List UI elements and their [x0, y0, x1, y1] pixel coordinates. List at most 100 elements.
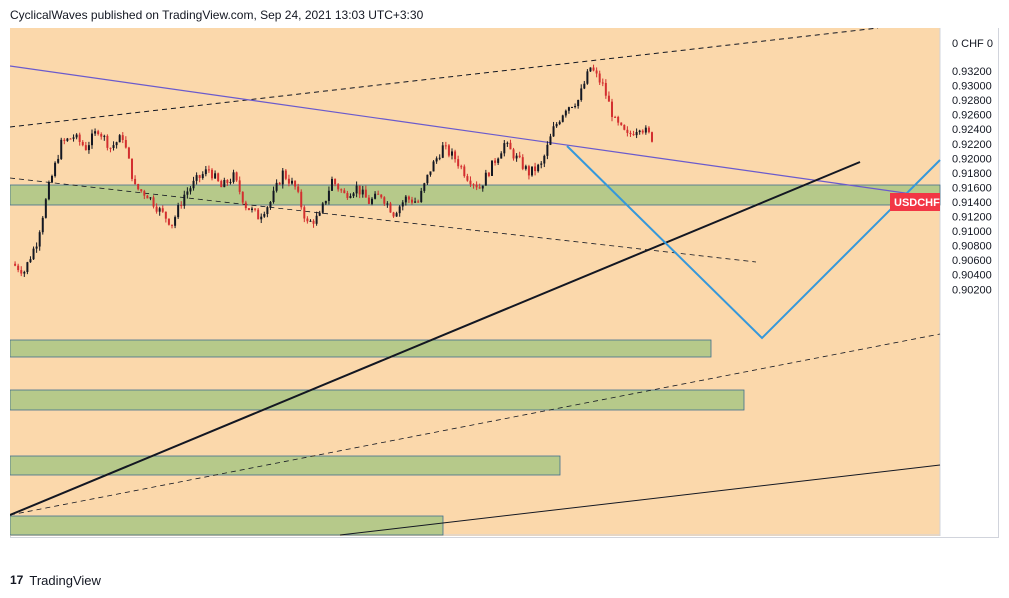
- price-axis-title: 0 CHF 0: [952, 38, 993, 50]
- candle-body: [623, 124, 626, 130]
- candle-body: [367, 197, 370, 204]
- candle-body: [75, 134, 78, 138]
- candle-body: [472, 184, 475, 186]
- candle-body: [617, 116, 620, 123]
- candle-body: [561, 115, 564, 122]
- candle-body: [244, 202, 247, 209]
- candle-body: [23, 271, 26, 274]
- candle-body: [294, 180, 297, 187]
- last-price-symbol: USDCHF: [894, 197, 940, 209]
- candle-body: [580, 88, 583, 100]
- candle-body: [447, 145, 450, 156]
- candle-body: [460, 166, 463, 168]
- candle-body: [263, 214, 266, 217]
- zone-bottom: [10, 515, 444, 536]
- candle-body: [266, 207, 269, 215]
- price-candles[interactable]: [14, 64, 653, 277]
- last-price-tag[interactable]: USDCHF: [890, 193, 940, 211]
- price-tick-label: 0.90400: [952, 270, 992, 282]
- candle-body: [592, 67, 595, 71]
- price-tick-label: 0.92200: [952, 139, 992, 151]
- candle-body: [217, 173, 220, 182]
- candle-body: [641, 130, 644, 133]
- price-tick-label: 0.92000: [952, 153, 992, 165]
- candle-body: [149, 197, 152, 199]
- candle-body: [167, 218, 170, 225]
- candle-body: [531, 166, 533, 176]
- candle-body: [337, 184, 340, 190]
- drawn-lines[interactable]: [10, 28, 941, 536]
- candle-body: [291, 180, 293, 184]
- candle-body: [444, 145, 447, 147]
- candle-body: [26, 262, 29, 272]
- candle-body: [635, 132, 638, 136]
- tradingview-footer[interactable]: 17 TradingView: [10, 571, 101, 589]
- candle-body: [401, 202, 404, 207]
- price-tick-label: 0.91600: [952, 182, 992, 194]
- candle-body: [198, 175, 201, 179]
- attribution-text: CyclicalWaves published on TradingView.c…: [10, 8, 424, 22]
- candle-body: [567, 107, 570, 111]
- candle-body: [386, 203, 389, 205]
- candle-body: [558, 121, 561, 125]
- candle-body: [183, 194, 186, 206]
- publish-header: CyclicalWaves published on TradingView.c…: [0, 0, 1009, 28]
- candle-body: [457, 159, 460, 167]
- candle-body: [377, 193, 380, 195]
- candle-body: [429, 171, 432, 175]
- price-tick-label: 0.93000: [952, 81, 992, 93]
- candle-body: [355, 185, 358, 194]
- candle-body: [374, 193, 377, 199]
- candle-body: [158, 208, 161, 212]
- price-tick-label: 0.92400: [952, 124, 992, 136]
- candle-body: [161, 208, 164, 212]
- candle-body: [491, 160, 493, 176]
- candle-body: [235, 172, 238, 181]
- candle-body: [152, 197, 155, 207]
- resistance-line: [10, 65, 941, 199]
- candle-body: [78, 134, 81, 142]
- candle-body: [69, 138, 72, 140]
- candle-body: [361, 189, 364, 195]
- candle-body: [349, 196, 352, 198]
- candle-body: [506, 142, 509, 144]
- candle-body: [629, 132, 632, 135]
- chart-canvas[interactable]: 0 CHF 0 0.93200 0.93000 0.92800 0.92600 0.92…: [10, 28, 999, 538]
- candle-body: [414, 201, 417, 203]
- candle-body: [651, 132, 653, 142]
- candle-body: [171, 224, 173, 226]
- candle-body: [389, 203, 392, 213]
- candle-body: [500, 153, 503, 159]
- candle-body: [321, 203, 324, 213]
- candle-body: [17, 265, 20, 271]
- candle-body: [364, 189, 367, 198]
- candle-body: [192, 180, 195, 189]
- candle-body: [552, 126, 555, 137]
- candle-body: [106, 135, 109, 148]
- candle-body: [121, 135, 124, 140]
- candle-body: [515, 155, 518, 159]
- price-tick-label: 0.91400: [952, 197, 992, 209]
- candle-body: [571, 107, 573, 109]
- candle-body: [475, 184, 478, 188]
- price-tick-label: 0.90800: [952, 241, 992, 253]
- candle-body: [644, 127, 647, 133]
- tradingview-logo-icon: 17: [10, 573, 24, 587]
- candle-body: [574, 106, 577, 108]
- candle-body: [509, 142, 512, 150]
- candle-body: [54, 162, 57, 177]
- candle-body: [63, 139, 66, 141]
- candle-body: [66, 138, 69, 141]
- candle-body: [518, 155, 521, 158]
- candle-body: [647, 127, 650, 133]
- candle-body: [44, 199, 47, 218]
- candle-body: [94, 131, 97, 134]
- candle-body: [555, 124, 558, 127]
- candle-body: [451, 151, 453, 156]
- candle-body: [137, 184, 140, 190]
- candle-body: [549, 136, 552, 145]
- candle-body: [201, 174, 204, 179]
- price-tick-label: 0.91000: [952, 226, 992, 238]
- candle-body: [438, 157, 441, 159]
- candle-body: [543, 155, 546, 164]
